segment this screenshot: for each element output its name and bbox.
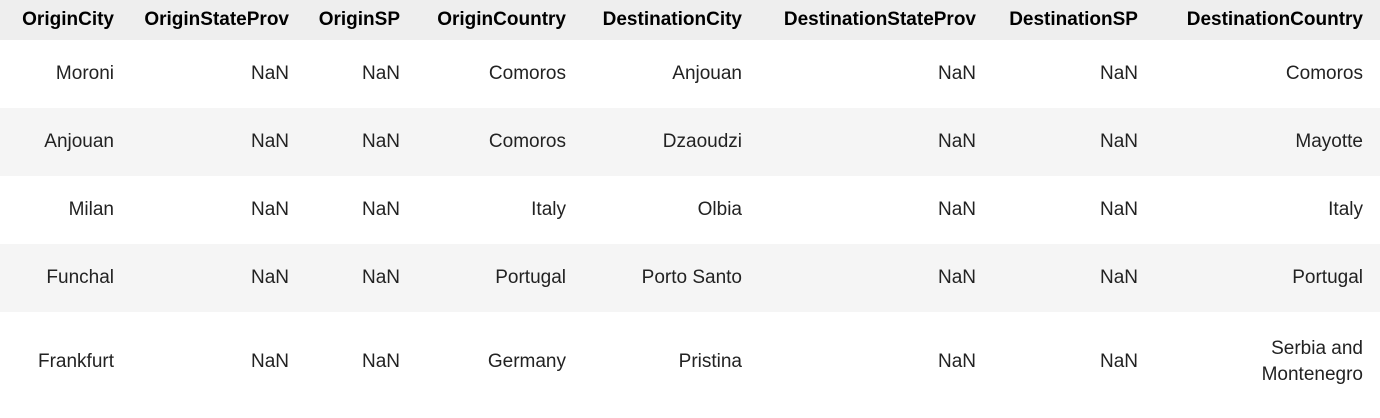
cell-destination-sp: NaN xyxy=(1099,267,1138,288)
cell-origin-city: Milan xyxy=(68,199,114,220)
cell-origin-state-prov: NaN xyxy=(250,350,289,372)
column-header-destination-city: DestinationCity xyxy=(602,9,742,30)
cell-destination-sp: NaN xyxy=(1099,63,1138,84)
cell-origin-city: Frankfurt xyxy=(37,350,114,372)
cell-destination-sp: NaN xyxy=(1099,350,1138,372)
cell-origin-country: Comoros xyxy=(488,131,566,152)
cell-destination-country: Mayotte xyxy=(1295,131,1363,152)
cell-origin-country: Portugal xyxy=(495,267,566,288)
cell-destination-state-prov: NaN xyxy=(937,199,976,220)
cell-origin-state-prov: NaN xyxy=(250,63,289,84)
column-header-origin-country: OriginCountry xyxy=(437,9,566,30)
cell-destination-city: Dzaoudzi xyxy=(662,131,742,152)
table-row: Anjouan NaN NaN Comoros Dzaoudzi NaN NaN… xyxy=(0,108,1380,176)
table-row: Frankfurt NaN NaN Germany Pristina NaN N… xyxy=(0,312,1380,411)
column-header-destination-sp: DestinationSP xyxy=(1009,9,1138,30)
table-row: Funchal NaN NaN Portugal Porto Santo NaN… xyxy=(0,244,1380,312)
cell-destination-city: Anjouan xyxy=(672,63,742,84)
cell-origin-state-prov: NaN xyxy=(250,131,289,152)
cell-destination-country: Portugal xyxy=(1292,267,1363,288)
cell-origin-sp: NaN xyxy=(361,267,400,288)
cell-destination-country: Serbia and Montenegro xyxy=(1261,337,1363,385)
cell-destination-sp: NaN xyxy=(1099,131,1138,152)
cell-destination-city: Pristina xyxy=(678,350,742,372)
cell-origin-country: Comoros xyxy=(488,63,566,84)
cell-destination-country: Comoros xyxy=(1285,63,1363,84)
cell-origin-sp: NaN xyxy=(361,131,400,152)
cell-destination-city: Porto Santo xyxy=(641,267,742,288)
cell-origin-city: Anjouan xyxy=(44,131,114,152)
cell-destination-city: Olbia xyxy=(697,199,742,220)
column-header-destination-state-prov: DestinationStateProv xyxy=(783,9,976,30)
cell-destination-state-prov: NaN xyxy=(937,350,976,372)
column-header-origin-sp: OriginSP xyxy=(318,9,400,30)
cell-destination-state-prov: NaN xyxy=(937,131,976,152)
cell-destination-sp: NaN xyxy=(1099,199,1138,220)
cell-origin-city: Moroni xyxy=(55,63,114,84)
cell-origin-sp: NaN xyxy=(361,199,400,220)
cell-origin-sp: NaN xyxy=(361,350,400,372)
header-row: OriginCity OriginStateProv OriginSP Orig… xyxy=(0,0,1380,40)
cell-origin-state-prov: NaN xyxy=(250,199,289,220)
cell-origin-state-prov: NaN xyxy=(250,267,289,288)
table-row: Milan NaN NaN Italy Olbia NaN NaN Italy xyxy=(0,176,1380,244)
column-header-origin-state-prov: OriginStateProv xyxy=(144,9,289,30)
cell-origin-country: Germany xyxy=(487,350,566,372)
cell-origin-sp: NaN xyxy=(361,63,400,84)
cell-origin-city: Funchal xyxy=(46,267,114,288)
cell-destination-country: Italy xyxy=(1328,199,1363,220)
cell-origin-country: Italy xyxy=(531,199,566,220)
cell-destination-state-prov: NaN xyxy=(937,267,976,288)
table-header: OriginCity OriginStateProv OriginSP Orig… xyxy=(0,0,1380,40)
column-header-origin-city: OriginCity xyxy=(22,9,114,30)
table-row: Moroni NaN NaN Comoros Anjouan NaN NaN C… xyxy=(0,40,1380,108)
column-header-destination-country: DestinationCountry xyxy=(1186,9,1363,30)
cell-destination-state-prov: NaN xyxy=(937,63,976,84)
table-body: Moroni NaN NaN Comoros Anjouan NaN NaN C… xyxy=(0,40,1380,411)
